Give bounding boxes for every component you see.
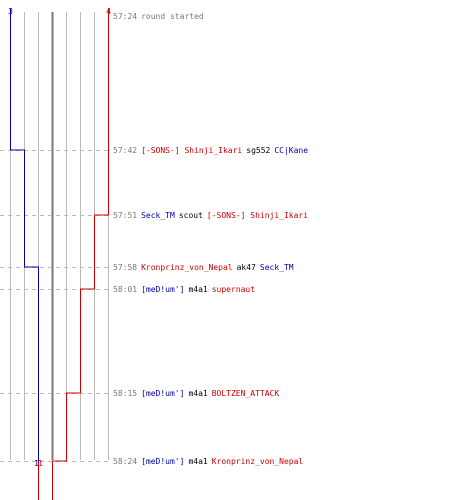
- event-part: Seck_TM: [141, 211, 175, 220]
- event-part: sg552: [246, 146, 270, 155]
- event-time: 57:24: [113, 12, 137, 21]
- event-part: Kronprinz_von_Nepal: [212, 457, 304, 466]
- red-team-count-line: [52, 8, 109, 500]
- event-part: CC|Kane: [274, 146, 308, 155]
- event-part: [meD!um']: [141, 285, 184, 294]
- team-count-labels: 3 4 1 1: [8, 7, 111, 468]
- event-part: ak47: [237, 263, 256, 272]
- event-part: BOLTZEN_ATTACK: [212, 389, 280, 398]
- red-end-count: 1: [38, 459, 43, 468]
- event-entry: 57:58 Kronprinz_von_Nepal ak47 Seck_TM: [113, 263, 294, 272]
- event-time: 58:15: [113, 389, 137, 398]
- event-time: 58:24: [113, 457, 137, 466]
- event-part: Kronprinz_von_Nepal: [141, 263, 233, 272]
- event-entry: 58:15 [meD!um'] m4a1 BOLTZEN_ATTACK: [113, 389, 279, 398]
- blue-end-count: 1: [34, 459, 39, 468]
- event-time: 58:01: [113, 285, 137, 294]
- event-time: 57:58: [113, 263, 137, 272]
- event-entry: 57:42 [-SONS-] Shinji_Ikari sg552 CC|Kane: [113, 146, 308, 155]
- blue-team-count-line: [10, 8, 39, 461]
- event-entry: 57:51 Seck_TM scout [-SONS-] Shinji_Ikari: [113, 211, 308, 220]
- event-part: round started: [141, 12, 204, 21]
- event-time: 57:51: [113, 211, 137, 220]
- event-part: m4a1: [188, 457, 207, 466]
- team-count-lines: [10, 8, 109, 500]
- event-part: [meD!um']: [141, 457, 184, 466]
- event-part: [meD!um']: [141, 389, 184, 398]
- event-part: m4a1: [188, 389, 207, 398]
- event-part: [-SONS-] Shinji_Ikari: [141, 146, 242, 155]
- timeline-grid: [10, 12, 109, 460]
- blue-start-count: 3: [8, 7, 13, 16]
- event-part: Seck_TM: [260, 263, 294, 272]
- event-entry: 58:24 [meD!um'] m4a1 Kronprinz_von_Nepal: [113, 457, 303, 466]
- event-part: supernaut: [212, 285, 256, 294]
- event-time: 57:42: [113, 146, 137, 155]
- event-entry: 58:01 [meD!um'] m4a1 supernaut: [113, 285, 255, 294]
- event-part: m4a1: [188, 285, 207, 294]
- event-list: 57:24 round started 57:42 [-SONS-] Shinji_I…: [113, 12, 308, 466]
- event-part: [-SONS-] Shinji_Ikari: [207, 211, 308, 220]
- event-part: scout: [179, 211, 203, 220]
- red-start-count: 4: [106, 7, 111, 16]
- event-guide-lines: [0, 150, 110, 462]
- event-entry: 57:24 round started: [113, 12, 204, 21]
